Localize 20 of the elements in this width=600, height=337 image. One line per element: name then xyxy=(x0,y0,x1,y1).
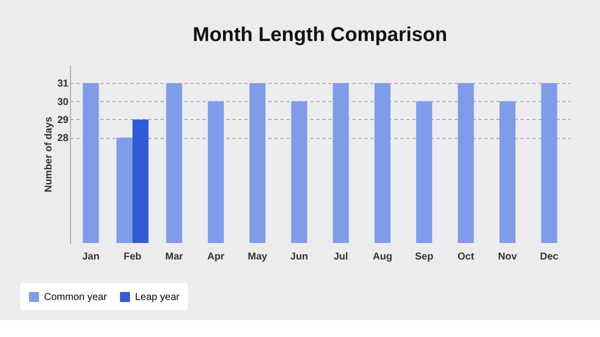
x-tick-label: Sep xyxy=(414,252,434,262)
y-axis-title: Number of days xyxy=(43,116,54,192)
legend-label: Leap year xyxy=(135,292,180,303)
x-tick-label: May xyxy=(248,252,268,262)
y-tick-label: 28 xyxy=(57,133,69,144)
x-tick-label: Dec xyxy=(540,252,559,262)
x-tick-label: Jan xyxy=(82,252,100,262)
x-tick-label: Jul xyxy=(334,252,348,262)
x-tick-label: Oct xyxy=(457,252,475,262)
y-tick-label: 31 xyxy=(57,78,69,90)
x-tick-label: Mar xyxy=(165,252,184,262)
x-tick-label: Nov xyxy=(498,252,518,262)
x-tick-label: Apr xyxy=(207,252,225,262)
y-tick-label: 29 xyxy=(57,114,69,126)
x-tick-label: Aug xyxy=(372,252,392,262)
y-tick-label: 30 xyxy=(57,96,69,108)
legend-label: Common year xyxy=(44,292,108,303)
x-tick-label: Feb xyxy=(124,252,142,262)
chart-title: Month Length Comparison xyxy=(192,24,448,46)
x-tick-label: Jun xyxy=(290,252,308,262)
